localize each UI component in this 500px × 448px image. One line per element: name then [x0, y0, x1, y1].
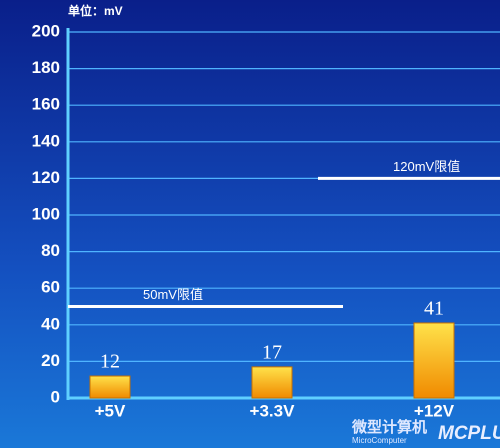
watermark-logo: MCPLUS	[438, 423, 500, 444]
y-tick-label: 0	[51, 387, 60, 406]
y-tick-label: 60	[41, 278, 60, 297]
y-tick-label: 100	[32, 204, 60, 223]
y-tick-label: 160	[32, 95, 60, 114]
bar	[413, 322, 455, 399]
unit-label: 单位：mV	[68, 3, 123, 18]
watermark-name: 微型计算机	[351, 418, 427, 436]
y-tick-label: 200	[32, 21, 60, 40]
x-tick-label: +12V	[414, 401, 455, 420]
x-tick-label: +3.3V	[250, 401, 296, 420]
value-label: 12	[100, 351, 120, 373]
y-tick-label: 180	[32, 58, 60, 77]
bar	[251, 366, 293, 399]
x-tick-label: +5V	[95, 401, 126, 420]
value-label: 17	[262, 341, 282, 363]
y-tick-label: 40	[41, 314, 60, 333]
bar	[89, 375, 131, 399]
reference-label: 50mV限值	[143, 287, 203, 302]
value-label: 41	[424, 298, 444, 320]
reference-label: 120mV限值	[393, 159, 460, 174]
y-tick-label: 140	[32, 131, 60, 150]
y-tick-label: 120	[32, 168, 60, 187]
watermark-sub: MicroComputer	[352, 436, 407, 445]
y-tick-label: 80	[41, 241, 60, 260]
y-tick-label: 20	[41, 351, 60, 370]
